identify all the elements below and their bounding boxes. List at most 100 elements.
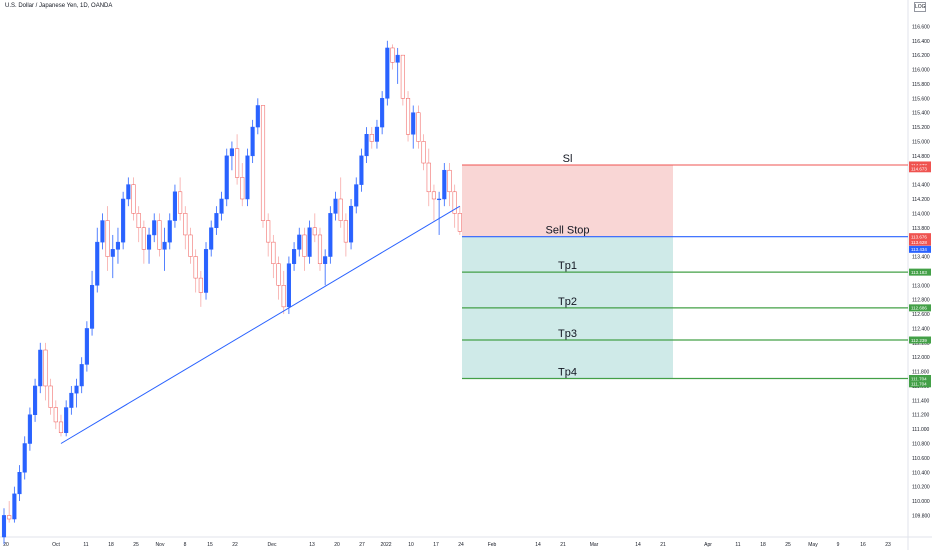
candle-body	[235, 148, 240, 178]
chart-title: U.S. Dollar / Japanese Yen, 1D, OANDA	[5, 3, 113, 9]
candle-body	[411, 112, 416, 135]
candle-body	[146, 234, 152, 250]
candle-body	[431, 191, 436, 200]
candle-body	[281, 285, 286, 308]
trendline	[60, 205, 461, 444]
x-tick-label: 13	[309, 542, 315, 548]
candle-body	[53, 407, 58, 423]
candle-body	[400, 54, 405, 99]
x-tick-label: 15	[207, 542, 213, 548]
x-tick-label: 14	[535, 542, 541, 548]
y-tick-label: 115.400	[912, 111, 930, 117]
candle-body	[317, 234, 323, 264]
x-tick-label: 21	[560, 542, 566, 548]
candle-body	[38, 349, 43, 387]
candle-body	[297, 234, 302, 250]
y-tick-label: 111.800	[912, 370, 930, 376]
x-tick-label: 18	[760, 542, 766, 548]
candle-body	[447, 169, 452, 193]
tp-label-2: Tp2	[558, 296, 577, 308]
price-badge	[909, 336, 931, 344]
x-tick-label: 16	[860, 542, 866, 548]
candle-body	[380, 98, 385, 128]
candle-body	[105, 220, 110, 257]
sell-stop-label: Sell Stop	[545, 225, 589, 237]
x-tick-label: May	[808, 542, 818, 548]
candle-body	[90, 285, 95, 329]
candle-body	[198, 277, 203, 293]
price-badge	[909, 245, 931, 253]
candle-body	[167, 220, 172, 243]
candle-body	[209, 227, 214, 250]
candle-body	[64, 407, 69, 433]
x-tick-label: 11	[735, 542, 740, 548]
y-tick-label: 115.000	[912, 139, 930, 145]
x-tick-label: 11	[83, 542, 88, 548]
candle-body	[271, 241, 276, 264]
candle-body	[203, 249, 209, 293]
price-badge-text: 112.239	[911, 338, 927, 343]
y-tick-label: 115.200	[912, 125, 930, 131]
candle-body	[115, 241, 121, 250]
y-tick-label: 109.800	[912, 513, 930, 519]
candle-body	[136, 213, 141, 229]
candle-body	[79, 364, 84, 387]
candle-body	[374, 126, 380, 142]
y-tick-label: 112.400	[912, 326, 930, 332]
candle-body	[405, 98, 411, 135]
candle-body	[43, 349, 48, 387]
log-scale-button[interactable]: LOG	[914, 2, 926, 12]
candle-body	[69, 392, 74, 408]
candle-body	[266, 220, 271, 243]
x-tick-label: 2022	[380, 542, 391, 548]
x-tick-label: Nov	[156, 542, 165, 548]
y-tick-label: 110.000	[912, 499, 930, 505]
candle-body	[214, 213, 219, 229]
candle-body	[74, 385, 79, 394]
candle-body	[452, 191, 457, 214]
candle-body	[302, 234, 307, 257]
price-badge-text: 111.704	[911, 376, 927, 381]
x-tick-label: Apr	[704, 542, 712, 548]
candle-body	[312, 227, 317, 236]
x-tick-label: 20	[3, 542, 9, 548]
candle-body	[395, 54, 400, 63]
x-tick-label: 25	[785, 542, 791, 548]
candle-body	[369, 134, 374, 142]
y-tick-label: 112.600	[912, 312, 930, 318]
x-tick-label: 23	[885, 542, 891, 548]
candle-body	[333, 198, 338, 214]
candle-body	[152, 220, 157, 236]
candle-body	[390, 47, 395, 63]
candle-body	[255, 105, 260, 128]
price-badge-text: 113.183	[911, 270, 927, 275]
price-badge	[909, 238, 931, 246]
candle-body	[416, 112, 421, 142]
candle-body	[178, 191, 183, 214]
x-tick-label: 9	[837, 542, 840, 548]
x-tick-label: 20	[334, 542, 340, 548]
y-tick-label: 111.200	[912, 413, 930, 419]
price-badge	[909, 380, 931, 388]
stop-loss-zone	[462, 164, 673, 237]
candle-body	[7, 515, 12, 520]
candle-body	[343, 220, 348, 243]
candle-body	[323, 256, 328, 264]
y-tick-label: 111.400	[912, 398, 930, 404]
price-badge-text: 114.673	[911, 167, 927, 172]
candle-body	[359, 155, 364, 185]
y-tick-label: 114.000	[912, 211, 930, 217]
y-tick-label: 115.600	[912, 96, 930, 102]
price-badge	[909, 374, 931, 382]
price-badge-text: 113.434	[911, 247, 927, 252]
candle-body	[126, 184, 131, 200]
y-tick-label: 114.200	[912, 197, 930, 203]
candle-body	[193, 256, 198, 279]
candle-body	[33, 385, 38, 415]
x-tick-label: 18	[108, 542, 114, 548]
y-tick-label: 116.200	[912, 53, 930, 59]
candle-body	[229, 148, 234, 157]
candle-body	[172, 191, 177, 221]
price-badge	[909, 161, 931, 169]
